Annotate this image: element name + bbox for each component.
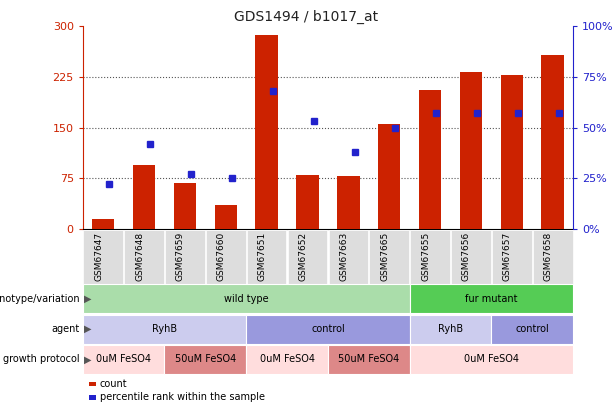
Text: GSM67651: GSM67651 [257, 232, 267, 281]
Text: GSM67657: GSM67657 [503, 232, 512, 281]
Text: GSM67655: GSM67655 [421, 232, 430, 281]
Text: 0uM FeSO4: 0uM FeSO4 [96, 354, 151, 364]
Text: growth protocol: growth protocol [3, 354, 80, 364]
Bar [215, 205, 237, 229]
Text: GSM67648: GSM67648 [135, 232, 144, 281]
Text: wild type: wild type [224, 294, 268, 304]
Text: GSM67663: GSM67663 [340, 232, 348, 281]
Text: 0uM FeSO4: 0uM FeSO4 [464, 354, 519, 364]
Text: fur mutant: fur mutant [465, 294, 517, 304]
Text: GSM67659: GSM67659 [176, 232, 185, 281]
Text: count: count [100, 379, 128, 389]
Text: GSM67665: GSM67665 [380, 232, 389, 281]
Bar [296, 175, 319, 229]
Text: ▶: ▶ [84, 294, 91, 304]
Bar [501, 75, 523, 229]
Text: control: control [516, 324, 549, 334]
Text: GSM67652: GSM67652 [299, 232, 308, 281]
Text: GSM67647: GSM67647 [94, 232, 103, 281]
Bar [378, 124, 400, 229]
Text: control: control [311, 324, 345, 334]
Text: agent: agent [51, 324, 80, 334]
Bar [133, 165, 155, 229]
Text: 0uM FeSO4: 0uM FeSO4 [259, 354, 314, 364]
Text: GDS1494 / b1017_at: GDS1494 / b1017_at [234, 10, 379, 24]
Bar [541, 55, 564, 229]
Text: RyhB: RyhB [438, 324, 463, 334]
Bar [460, 72, 482, 229]
Text: GSM67656: GSM67656 [462, 232, 471, 281]
Bar [92, 219, 115, 229]
Bar [173, 183, 196, 229]
Text: GSM67660: GSM67660 [217, 232, 226, 281]
Text: GSM67658: GSM67658 [544, 232, 553, 281]
Text: genotype/variation: genotype/variation [0, 294, 80, 304]
Text: 50uM FeSO4: 50uM FeSO4 [175, 354, 236, 364]
Text: ▶: ▶ [84, 354, 91, 364]
Text: percentile rank within the sample: percentile rank within the sample [100, 392, 265, 402]
Bar [419, 90, 441, 229]
Text: ▶: ▶ [84, 324, 91, 334]
Text: 50uM FeSO4: 50uM FeSO4 [338, 354, 400, 364]
Bar [256, 35, 278, 229]
Text: RyhB: RyhB [152, 324, 177, 334]
Bar [337, 176, 360, 229]
